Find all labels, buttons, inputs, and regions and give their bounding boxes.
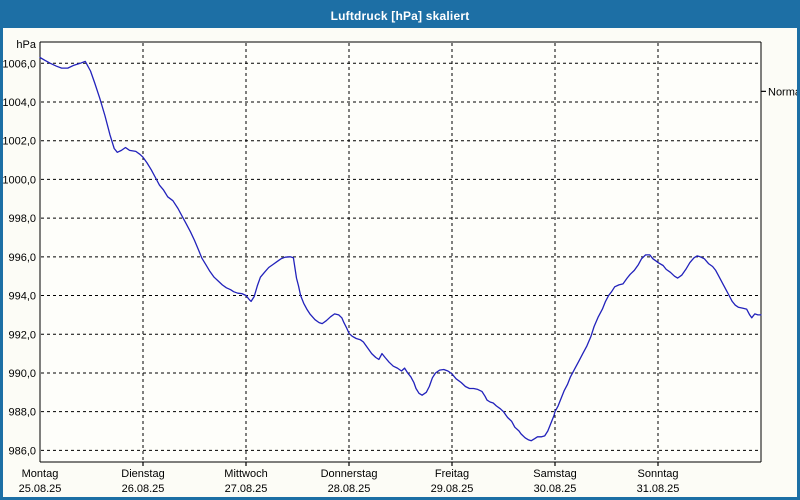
- y-tick-label: 996,0: [8, 252, 36, 264]
- y-tick-label: 1004,0: [3, 97, 36, 109]
- x-date-label: 25.08.25: [19, 483, 62, 495]
- window-title-bar[interactable]: Luftdruck [hPa] skaliert: [3, 3, 797, 28]
- y-tick-label: 998,0: [8, 213, 36, 225]
- chart-host: 1006,0 1004,0 1002,0 1000,0 998,0 996,0 994,0 9…: [3, 28, 797, 497]
- y-tick-label: 988,0: [8, 407, 36, 419]
- x-date-label: 31.08.25: [637, 483, 680, 495]
- x-day-label: Donnerstag: [321, 468, 378, 480]
- x-day-label: Mittwoch: [224, 468, 267, 480]
- pressure-line: [39, 56, 762, 442]
- x-date-label: 28.08.25: [328, 483, 371, 495]
- x-day-label: Montag: [22, 468, 59, 480]
- x-day-label: Sonntag: [638, 468, 679, 480]
- plot-background: [40, 42, 761, 462]
- x-day-label: Freitag: [435, 468, 469, 480]
- y-tick-label: 1006,0: [3, 58, 36, 70]
- x-day-label: Dienstag: [121, 468, 164, 480]
- pressure-chart: 1006,0 1004,0 1002,0 1000,0 998,0 996,0 994,0 9…: [3, 39, 797, 495]
- y-tick-label: 1000,0: [3, 174, 36, 186]
- y-tick-label: 986,0: [8, 445, 36, 457]
- y-tick-label: 992,0: [8, 329, 36, 341]
- window-title: Luftdruck [hPa] skaliert: [330, 8, 470, 23]
- x-date-label: 30.08.25: [534, 483, 577, 495]
- x-day-label: Samstag: [533, 468, 576, 480]
- y-tick-label: 1002,0: [3, 136, 36, 148]
- normal-marker-label: Normal: [768, 86, 797, 98]
- y-axis-unit-label: hPa: [16, 39, 36, 51]
- x-date-label: 29.08.25: [431, 483, 474, 495]
- x-date-label: 27.08.25: [225, 483, 268, 495]
- y-tick-label: 994,0: [8, 291, 36, 303]
- x-date-label: 26.08.25: [122, 483, 165, 495]
- y-tick-label: 990,0: [8, 368, 36, 380]
